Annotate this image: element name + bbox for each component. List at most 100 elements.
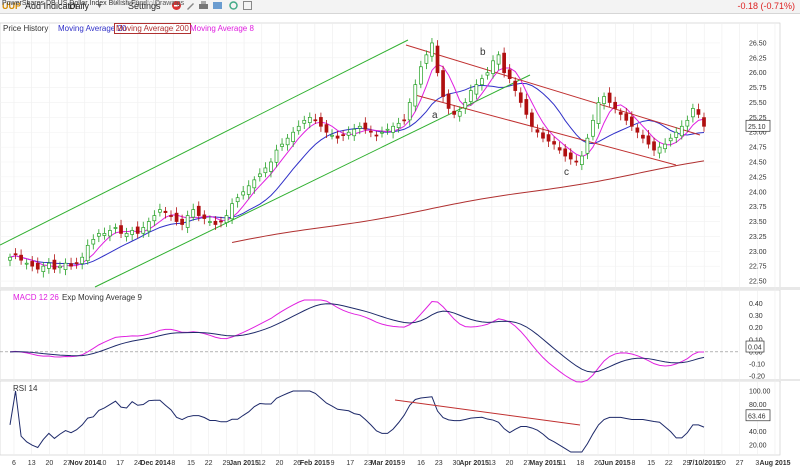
legend-ema9[interactable]: Exp Moving Average 9 [62,293,142,302]
chevron-down-icon[interactable]: ▼ [96,3,103,10]
toolbar: UUP Add Indicator Daily ▼ Settings ▼ -0.… [0,0,800,14]
candle [19,254,23,261]
candle [363,122,368,130]
candle [702,117,706,127]
candle [357,125,362,129]
annotation-a: a [432,110,438,121]
candle [102,233,107,236]
candle [152,215,157,222]
edit-icon[interactable] [185,0,196,13]
panel-divider [0,379,800,381]
add-portfolio-link[interactable]: Add to Portfolio [112,0,160,7]
legend-price-history[interactable]: Price History [3,24,49,33]
legend-rsi[interactable]: RSI 14 [13,384,38,393]
legend-macd[interactable]: MACD 12 26 [13,293,59,302]
candle [446,93,451,109]
candle [230,203,234,220]
print-icon[interactable] [198,0,209,13]
annotation-b: b [480,47,486,58]
candle [269,161,273,172]
candle [641,134,645,139]
legend-ma200[interactable]: Moving Average 200 [114,23,191,34]
y-tick-label: 25.75 [749,85,767,92]
y-tick-label: 26.25 [749,55,767,62]
candle [263,167,268,174]
candle [352,128,357,137]
candle [480,78,484,86]
candle [568,152,573,160]
candle [424,54,429,64]
y-tick-label: 26.00 [749,70,767,77]
candle [374,134,379,137]
candle [80,256,85,264]
expand-icon[interactable] [242,0,253,13]
x-tick-label: 20 [718,460,726,467]
x-tick-label: 29 [222,460,230,467]
uptrend-channel-lower [94,74,531,288]
period-select[interactable]: Daily [69,1,90,11]
x-tick-label: 8 [631,460,635,467]
candle [257,173,262,178]
candle [485,72,490,76]
candle [41,265,46,272]
x-tick-label: Mar 2015 [371,460,401,467]
candle [241,191,246,196]
candle [663,143,667,150]
image-icon[interactable] [212,0,223,13]
macd-tick-label: 0.30 [749,313,763,320]
candle [24,262,29,265]
candle [418,66,423,85]
candle [491,60,495,74]
candle [518,92,523,103]
candle [13,253,18,256]
x-tick-label: 6 [12,460,16,467]
candle [607,92,612,103]
legend-ma8[interactable]: Moving Average 8 [190,24,254,33]
candle [624,113,629,121]
stop-icon[interactable] [171,0,182,13]
y-tick-label: 24.50 [749,160,767,167]
candle [330,134,334,137]
panel-frame-1 [0,289,781,384]
symbol-label[interactable]: UUP [2,1,22,11]
x-tick-label: May 2015 [529,460,560,467]
x-tick-label: 27 [523,460,531,467]
macd-tick-label: -0.20 [749,373,765,380]
x-tick-label: 23 [364,460,372,467]
candle [35,262,40,270]
x-tick-label: Jan 2015 [229,460,259,467]
settings-button[interactable]: Settings [128,1,161,11]
candle [274,149,279,163]
candle [108,230,112,237]
legend-ma20[interactable]: Moving Average 20 [58,24,127,33]
candle [285,137,290,146]
refresh-icon[interactable] [228,0,239,13]
x-tick-label: 10 [99,460,107,467]
y-tick-label: 23.25 [749,234,767,241]
candle [280,143,284,147]
add-indicator-button[interactable]: Add Indicator [25,1,79,11]
x-tick-label: 16 [417,460,425,467]
drawings-link[interactable]: Drawings [155,0,185,7]
x-tick-label: 20 [276,460,284,467]
x-tick-label: 24 [134,460,142,467]
candle [208,221,212,223]
macd-value-label: 0.04 [748,345,762,352]
x-tick-label: Aug 2015 [759,460,790,467]
candle [319,117,323,127]
candle [513,80,518,91]
x-tick-label: 11 [559,460,566,467]
candle [402,119,407,122]
candle [158,209,162,213]
x-tick-label: 15 [187,460,195,467]
candle [224,215,229,224]
candle [174,212,179,222]
candle [657,146,662,154]
candle [691,108,695,118]
x-tick-label: 3 [755,460,759,467]
chevron-down-icon[interactable]: ▼ [152,3,159,10]
candle [163,210,168,213]
last-price-box [745,119,771,132]
x-tick-label: 22 [205,460,213,467]
